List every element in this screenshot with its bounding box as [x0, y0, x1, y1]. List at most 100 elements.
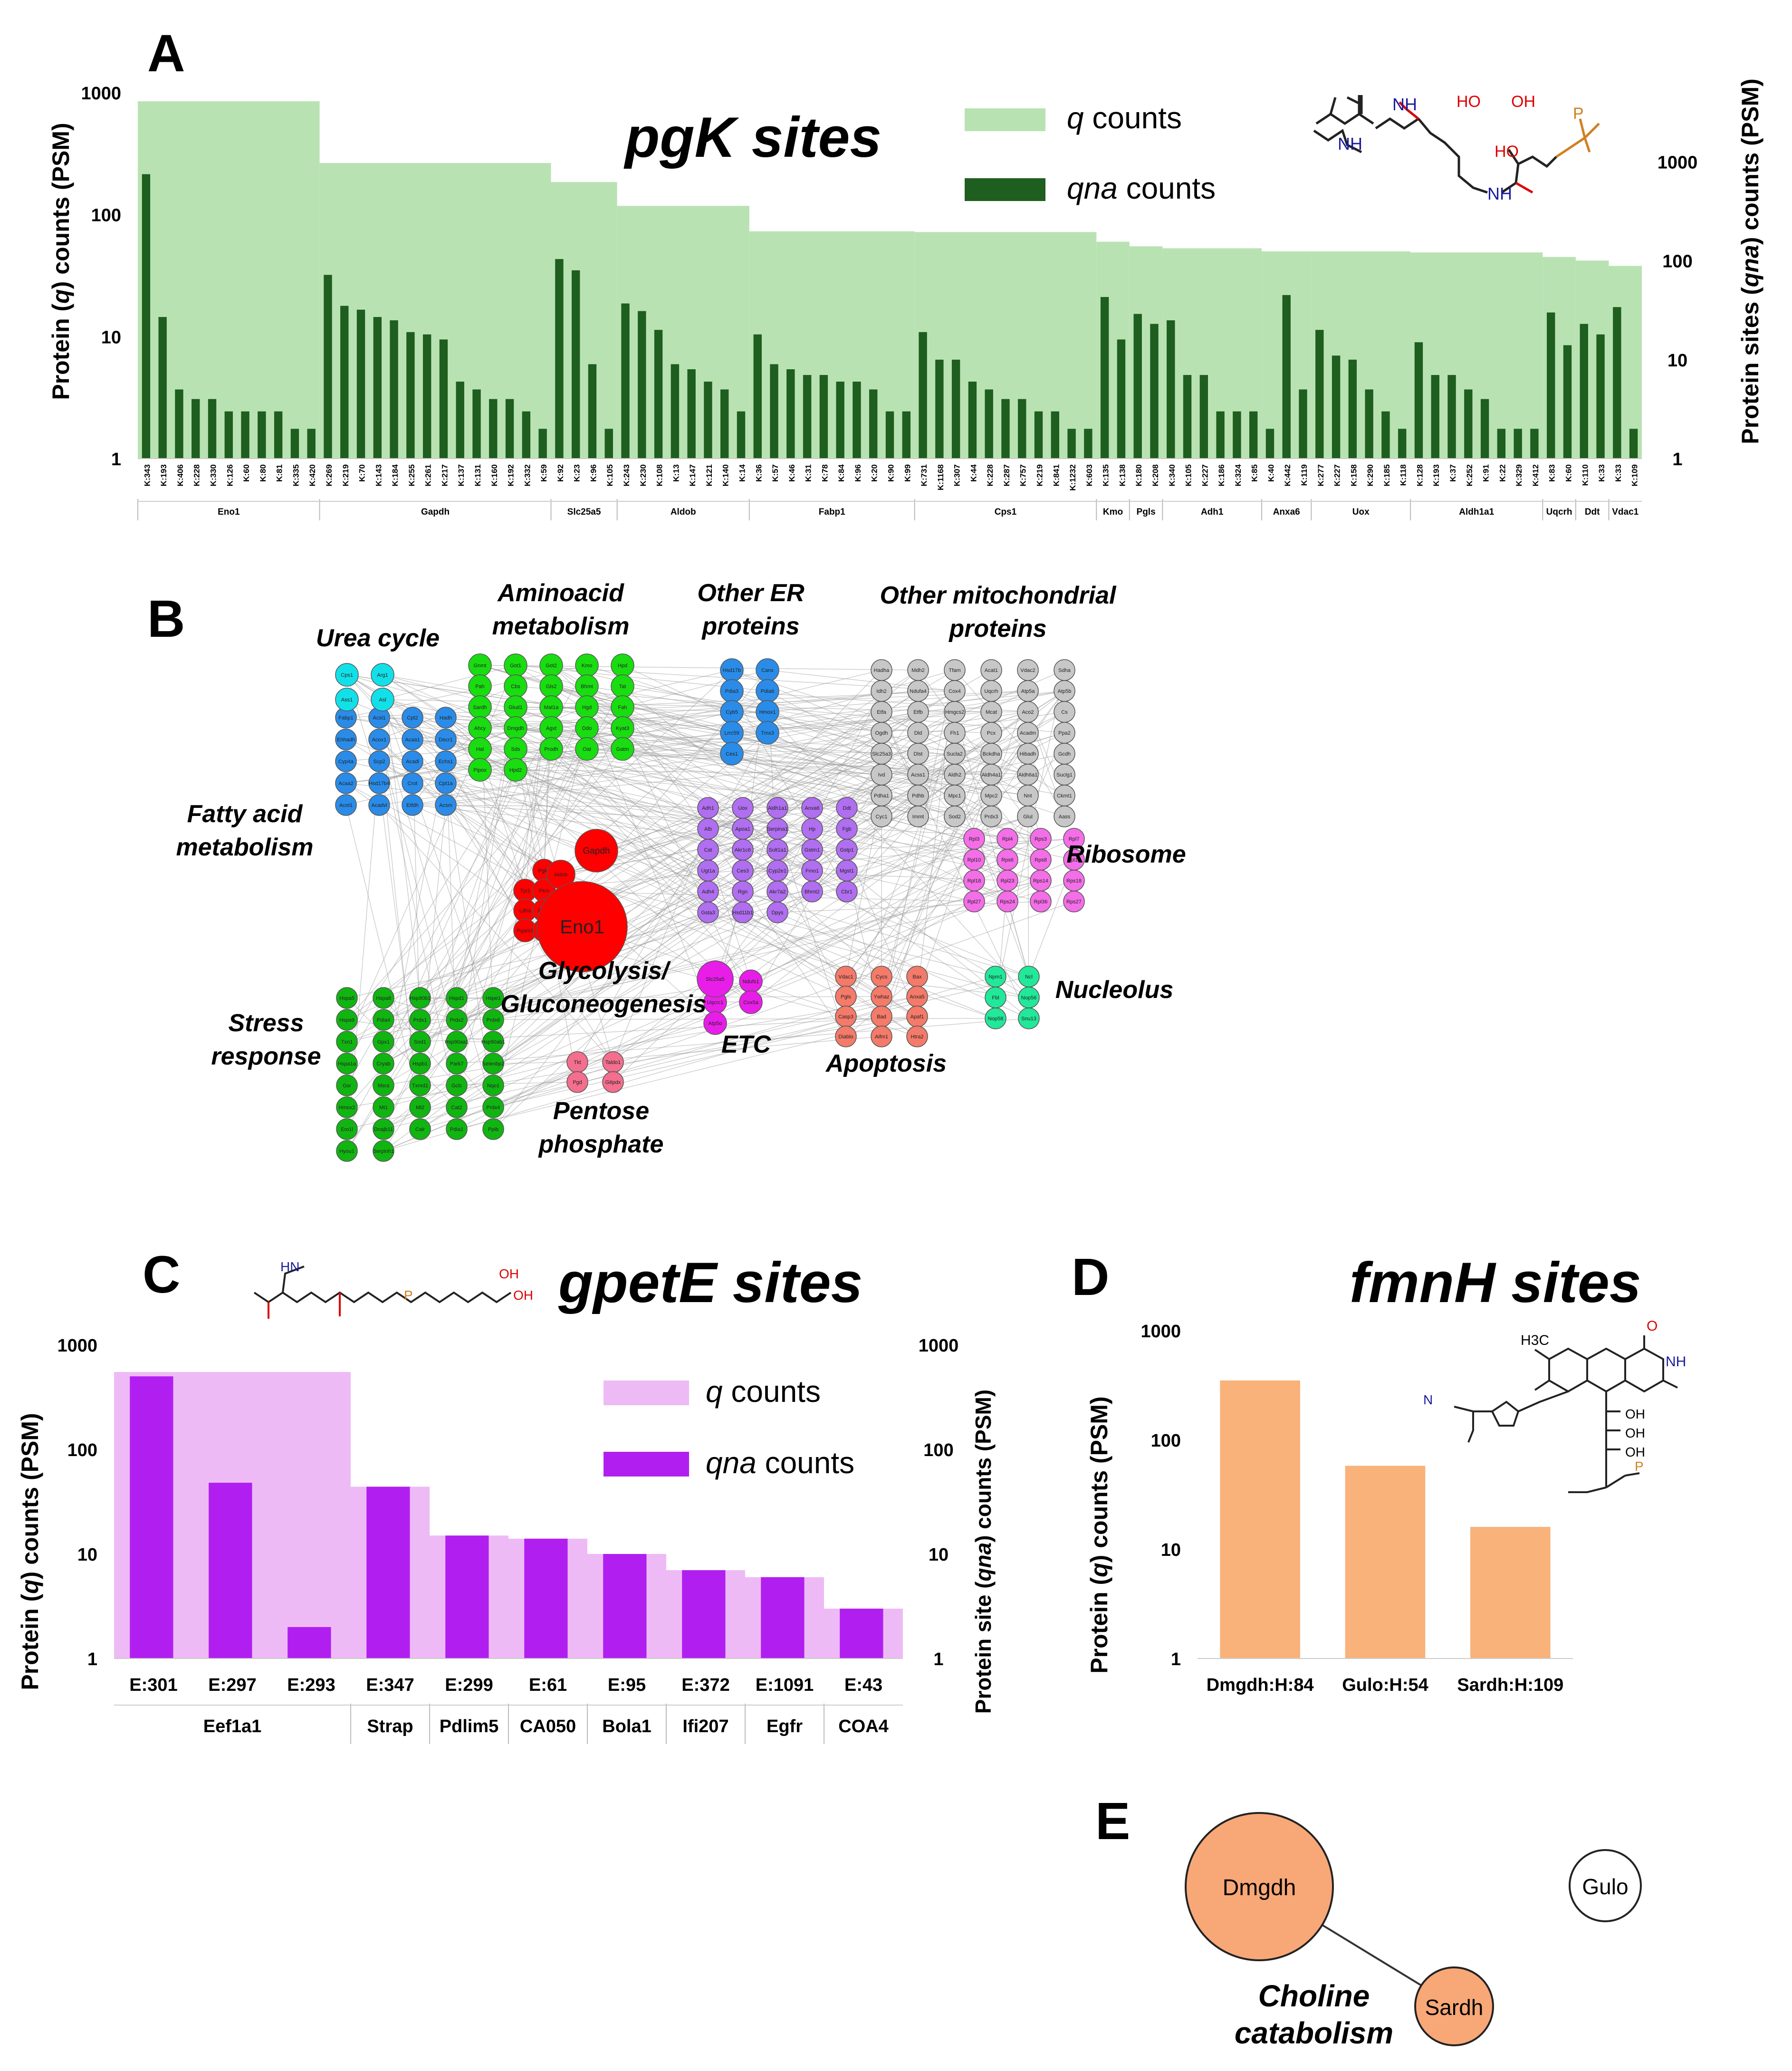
network-node-label: Uox	[738, 805, 747, 811]
network-edge	[777, 690, 882, 892]
network-node-label: Hspd1	[449, 996, 464, 1001]
network-node	[371, 688, 394, 711]
network-edge	[379, 739, 457, 1108]
qna-bar	[1067, 429, 1076, 459]
site-tick-label: K:105	[605, 464, 614, 486]
site-tick-label: K:96	[589, 464, 598, 482]
protein-group-label: COA4	[838, 1716, 889, 1736]
network-node	[336, 1118, 358, 1140]
network-node-label: Anxa6	[805, 805, 819, 811]
network-node-label: Hspa5	[339, 996, 355, 1001]
category-label-fatty: Fatty acid	[187, 800, 303, 828]
network-edge	[383, 670, 732, 998]
network-edge	[456, 859, 1008, 1130]
qna-bar	[621, 303, 630, 459]
network-node	[446, 1053, 468, 1074]
network-node-label: Ckmt1	[1057, 793, 1072, 799]
network-node-label: Etfb	[913, 710, 923, 715]
category-label-stress: Stress	[229, 1009, 304, 1037]
network-node-label: Aldh2	[948, 772, 961, 778]
network-node-label: Casp3	[838, 1014, 853, 1020]
network-node-label: Pcx	[987, 730, 996, 736]
qna-bar	[1464, 389, 1473, 459]
network-edge	[742, 912, 996, 977]
panel-c-ylabel-left: Protein (q) counts (PSM)	[17, 1413, 43, 1690]
y-tick-right: 10	[929, 1545, 949, 1565]
network-edge	[551, 665, 847, 871]
network-node	[336, 1074, 358, 1096]
network-node-label: Rpl23	[1001, 878, 1015, 884]
network-edge	[412, 739, 743, 829]
network-node-label: Got1	[510, 663, 521, 669]
network-node-label: Gpx1	[377, 1039, 390, 1045]
network-node-label: Fbl	[992, 995, 999, 1001]
network-node-label: Aldh4a1	[982, 772, 1001, 778]
network-node-label: Bhmt2	[805, 889, 820, 895]
y-tick-left: 1	[87, 1649, 97, 1669]
qna-bar	[704, 382, 712, 459]
network-node-label: Got2	[546, 663, 557, 669]
qna-bar	[1431, 375, 1439, 459]
site-tick-label: K:243	[622, 464, 631, 486]
network-node-label: Acat1	[985, 668, 998, 673]
site-tick-label: K:109	[1630, 464, 1639, 486]
network-node-label: Mdh2	[911, 668, 925, 673]
site-tick-label: K:227	[1200, 464, 1209, 486]
network-node-label: Akr7a2	[769, 889, 786, 895]
network-node-label: Cyp4a	[338, 759, 354, 765]
pgk-structure-icon	[1313, 95, 1600, 194]
network-node	[373, 1118, 394, 1140]
network-edge	[379, 761, 446, 784]
network-node	[482, 1074, 504, 1096]
panel-c-ylabel-right: Protein site (qna) counts (PSM)	[971, 1390, 996, 1714]
qna-bar	[1001, 399, 1010, 459]
network-node-label: Calr	[415, 1127, 425, 1132]
network-node	[368, 750, 390, 772]
legend-swatch-q-green	[965, 108, 1045, 131]
site-tick-label: K:307	[953, 464, 962, 486]
network-edge	[420, 728, 552, 1086]
network-node-label: Hmgcs2	[945, 710, 964, 715]
network-edge	[954, 774, 1029, 977]
network-node-label: Oat	[583, 747, 591, 752]
network-node-label: Pgls	[841, 994, 851, 1000]
protein-group-label: Eef1a1	[203, 1716, 262, 1736]
network-node-label: Asl	[379, 697, 386, 703]
qna-bar	[130, 1376, 173, 1659]
network-node-label: Cox5a	[743, 1000, 759, 1006]
network-node	[409, 987, 431, 1009]
protein-group-label: Bola1	[602, 1716, 651, 1736]
qna-bar	[588, 364, 597, 459]
network-edge	[383, 859, 975, 1130]
network-node-label: Serpina1	[767, 826, 788, 832]
network-edge	[456, 707, 516, 998]
network-node	[482, 1009, 504, 1031]
network-edge	[515, 728, 847, 892]
network-node	[402, 772, 423, 794]
network-node-label: Mcat	[986, 710, 997, 715]
site-tick-label: K:406	[176, 464, 185, 486]
network-node	[446, 1118, 468, 1140]
site-tick-label: K:36	[754, 464, 763, 482]
site-tick-label: K:442	[1283, 464, 1292, 486]
panel-a-title: pgK sites	[623, 105, 882, 169]
site-tick-label: K:1168	[936, 464, 945, 490]
category-label-er: proteins	[701, 613, 799, 640]
y-tick-left: 10	[77, 1545, 97, 1565]
network-node-label: Ywhaz	[873, 994, 889, 1000]
network-node	[801, 881, 823, 902]
network-node	[373, 1140, 394, 1162]
network-node-label: Gstp1	[840, 847, 853, 853]
network-edge	[346, 674, 732, 733]
site-tick-label: K:60	[1564, 464, 1573, 482]
category-label-amino: metabolism	[492, 613, 630, 640]
network-node-label: Acsm	[439, 803, 452, 808]
panel-a: A K:343 K:193 K:406 K:228 K:330 K:126 K:60 K:80…	[48, 24, 1763, 520]
network-edge	[777, 828, 846, 1037]
network-edge	[383, 996, 918, 1086]
fmnh-structure-oh2-label: OH	[1625, 1426, 1645, 1440]
network-node	[336, 1140, 358, 1162]
network-node-label: Atp5a	[1021, 689, 1035, 694]
protein-group-label: Strap	[367, 1716, 413, 1736]
qna-bar	[356, 309, 365, 459]
